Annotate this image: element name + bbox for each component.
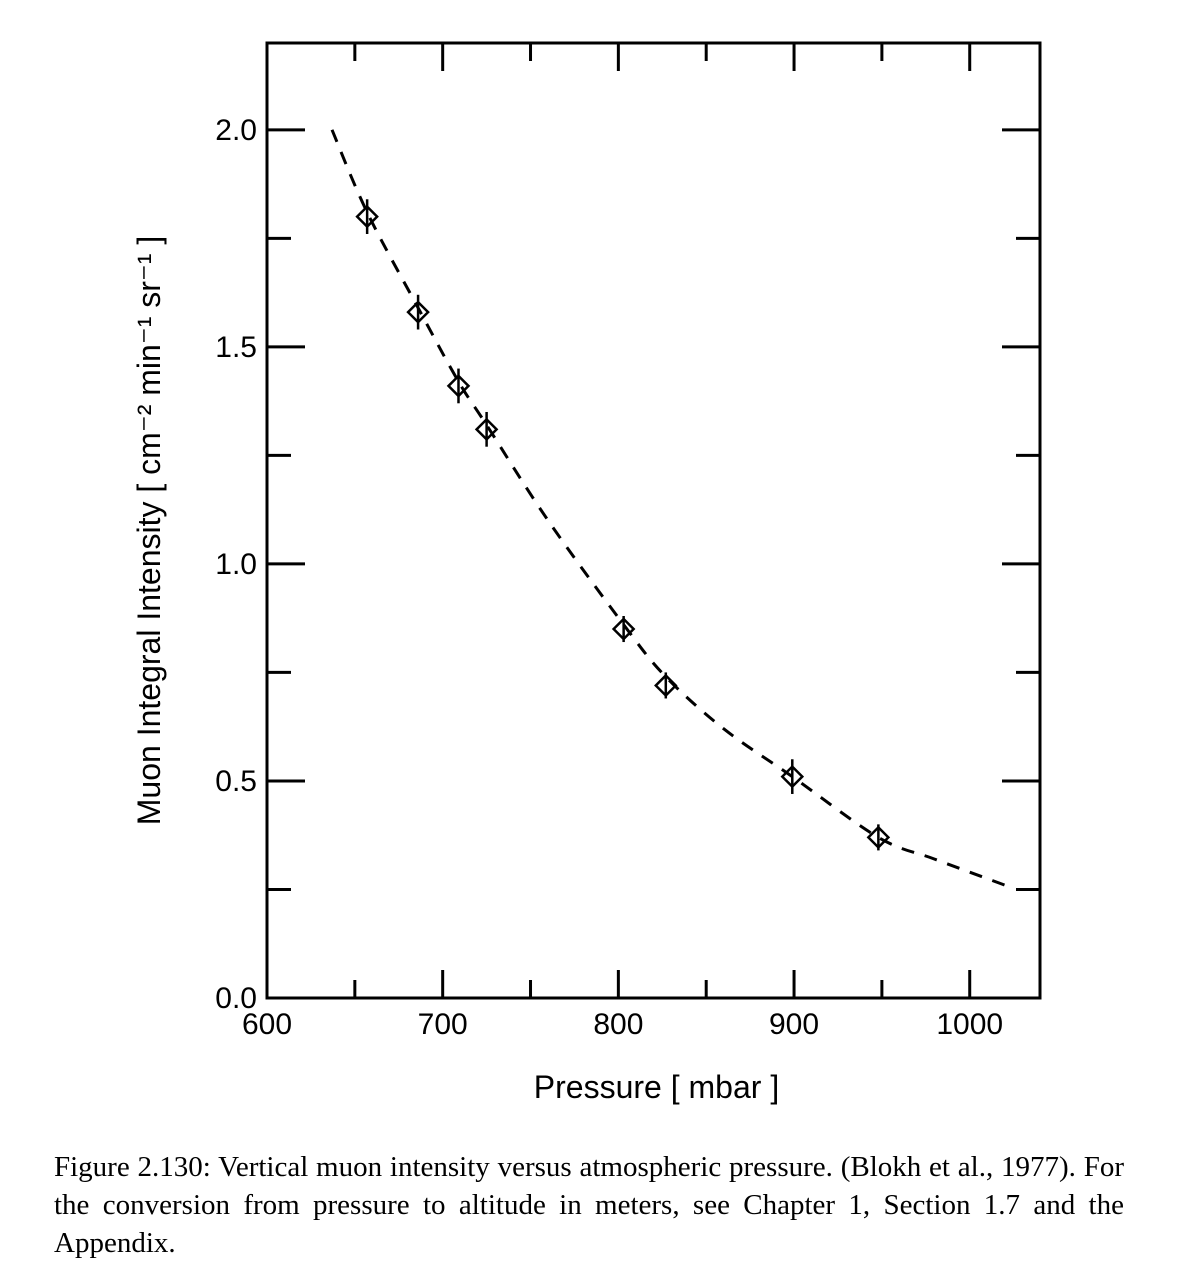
diamond-marker [611, 617, 636, 641]
data-point [611, 616, 636, 643]
diamond-marker [654, 673, 678, 698]
x-tick-label: 800 [593, 1008, 643, 1041]
data-point [474, 411, 499, 447]
data-markers [355, 199, 891, 851]
y-tick-label: 1.5 [215, 331, 257, 364]
fit-curve [330, 129, 1006, 887]
x-tick-label: 600 [242, 1008, 292, 1041]
y-tick-label: 2.0 [215, 114, 257, 147]
data-point [654, 672, 678, 699]
x-axis-title: Pressure [ mbar ] [534, 1069, 779, 1105]
y-axis-title: Muon Integral Intensity [ cm⁻² min⁻¹ sr⁻… [131, 236, 167, 825]
data-point [446, 368, 471, 404]
x-tick-label: 700 [418, 1008, 468, 1041]
diamond-marker [780, 764, 805, 789]
diamond-marker [866, 825, 891, 850]
y-tick-label: 1.0 [215, 548, 257, 581]
data-point [866, 824, 891, 851]
diamond-marker [406, 300, 430, 324]
diamond-marker [446, 374, 471, 398]
diamond-marker [355, 204, 379, 229]
data-point [355, 199, 379, 234]
y-tick-label: 0.0 [215, 982, 257, 1015]
data-point [780, 759, 805, 794]
x-tick-label: 900 [769, 1008, 819, 1041]
plot-frame [265, 41, 1042, 1000]
axis-ticks [267, 43, 1040, 998]
diamond-marker [474, 417, 499, 442]
y-tick-label: 0.5 [215, 765, 257, 798]
figure-caption: Figure 2.130: Vertical muon intensity ve… [54, 1151, 1124, 1259]
tick-labels: 600 700 800 900 1000 0.0 0.5 1.0 1.5 2.0 [215, 114, 1003, 1041]
chart: 600 700 800 900 1000 0.0 0.5 1.0 1.5 2.0 Pressure… [131, 41, 1042, 1105]
x-tick-label: 1000 [936, 1008, 1003, 1041]
data-point [406, 294, 430, 330]
